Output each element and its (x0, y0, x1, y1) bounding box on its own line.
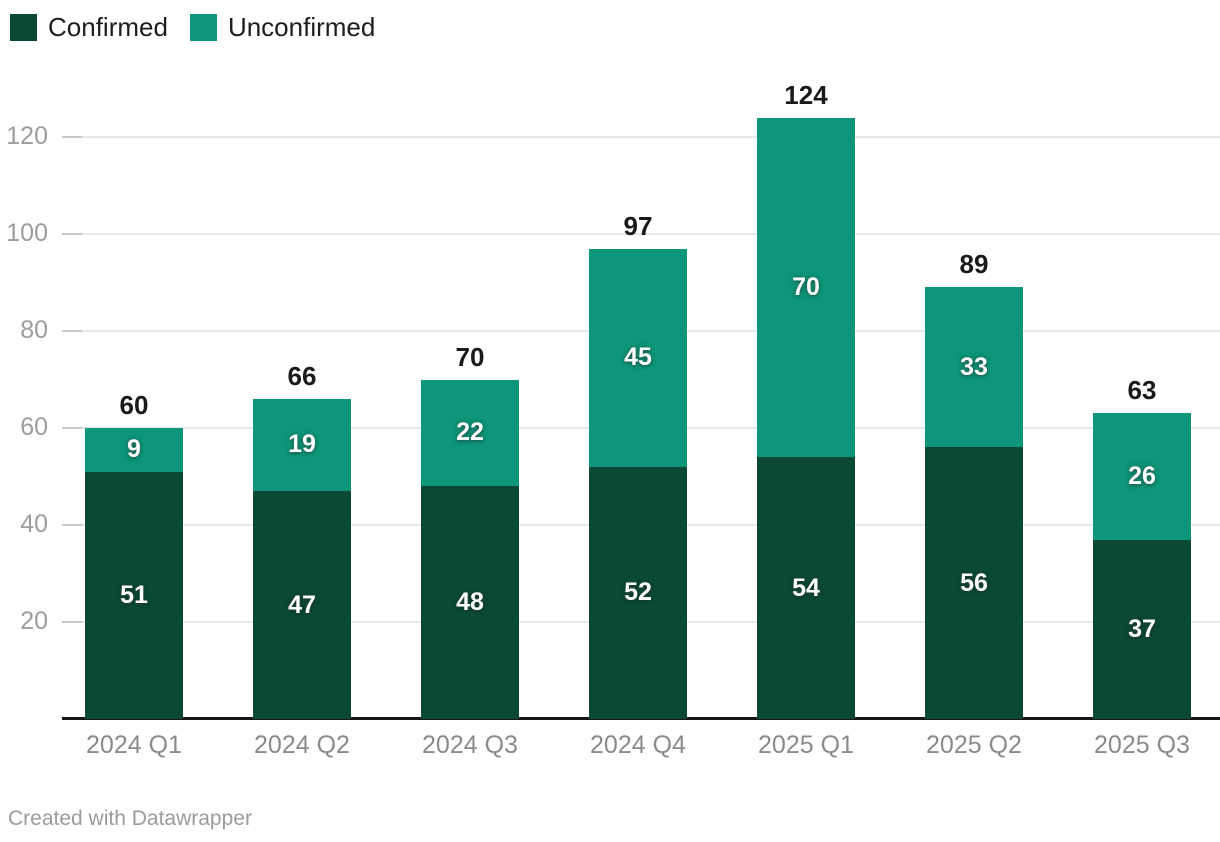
datawrapper-credit-link[interactable]: Created with Datawrapper (8, 807, 252, 830)
tickmark-80 (62, 330, 82, 332)
confirmed-value-label: 37 (1128, 614, 1156, 643)
bar-2024-Q2-unconfirmed[interactable]: 19 (253, 398, 351, 492)
confirmed-value-label: 52 (624, 578, 652, 607)
unconfirmed-value-label: 45 (624, 343, 652, 372)
x-axis-label-2024-Q1: 2024 Q1 (86, 731, 182, 759)
confirmed-value-label: 54 (792, 573, 820, 602)
legend-label-unconfirmed: Unconfirmed (227, 12, 376, 42)
total-label-2024-Q1: 60 (119, 390, 149, 420)
bar-2025-Q2-unconfirmed[interactable]: 33 (925, 287, 1023, 448)
bar-2024-Q1-unconfirmed[interactable]: 9 (85, 428, 183, 472)
total-label-2025-Q1: 124 (784, 79, 828, 110)
total-label-2025-Q2: 89 (959, 249, 989, 280)
x-axis-label-2025-Q3: 2025 Q3 (1094, 731, 1190, 759)
unconfirmed-value-label: 22 (456, 418, 484, 447)
bar-2025-Q1-confirmed[interactable]: 54 (757, 457, 855, 719)
confirmed-swatch-icon (10, 13, 37, 41)
bar-2024-Q2-confirmed[interactable]: 47 (253, 491, 351, 719)
unconfirmed-value-label: 26 (1128, 461, 1156, 490)
x-axis-label-2025-Q1: 2025 Q1 (758, 731, 854, 759)
unconfirmed-value-label: 33 (960, 352, 988, 381)
x-axis-label-2024-Q2: 2024 Q2 (254, 731, 350, 759)
bar-2024-Q4-unconfirmed[interactable]: 45 (589, 248, 687, 467)
y-tick-label-20: 20 (20, 607, 48, 635)
y-tick-label-40: 40 (20, 510, 48, 538)
total-label-2024-Q3: 70 (455, 341, 485, 372)
bar-2025-Q1-unconfirmed[interactable]: 70 (757, 117, 855, 458)
total-label-2025-Q3: 63 (1127, 375, 1157, 406)
tickmark-20 (62, 621, 82, 623)
legend: Confirmed Unconfirmed (10, 13, 375, 41)
x-axis-label-2025-Q2: 2025 Q2 (926, 731, 1022, 759)
bar-2024-Q3-unconfirmed[interactable]: 22 (421, 379, 519, 487)
tickmark-40 (62, 524, 82, 526)
y-tick-label-80: 80 (20, 316, 48, 344)
x-axis-label-2024-Q4: 2024 Q4 (590, 731, 686, 759)
bar-2025-Q2-confirmed[interactable]: 56 (925, 447, 1023, 719)
unconfirmed-value-label: 9 (127, 435, 141, 464)
bar-2024-Q3-confirmed[interactable]: 48 (421, 486, 519, 719)
unconfirmed-value-label: 70 (792, 272, 820, 301)
legend-item-confirmed: Confirmed (10, 13, 168, 41)
legend-item-unconfirmed: Unconfirmed (189, 12, 376, 42)
gridline-120 (62, 136, 1220, 138)
y-tick-label-100: 100 (6, 219, 48, 247)
tickmark-100 (62, 233, 82, 235)
bar-2025-Q3-unconfirmed[interactable]: 26 (1093, 413, 1191, 540)
bar-2024-Q1-confirmed[interactable]: 51 (85, 471, 183, 719)
total-label-2024-Q2: 66 (287, 360, 317, 391)
confirmed-value-label: 51 (120, 580, 148, 609)
x-axis-label-2024-Q3: 2024 Q3 (422, 731, 518, 759)
bar-2024-Q4-confirmed[interactable]: 52 (589, 466, 687, 719)
confirmed-value-label: 56 (960, 568, 988, 597)
y-tick-label-120: 120 (6, 122, 48, 150)
tickmark-60 (62, 427, 82, 429)
unconfirmed-value-label: 19 (288, 430, 316, 459)
unconfirmed-swatch-icon (189, 13, 217, 41)
tickmark-120 (62, 136, 82, 138)
confirmed-value-label: 47 (288, 590, 316, 619)
confirmed-value-label: 48 (456, 588, 484, 617)
y-tick-label-60: 60 (20, 413, 48, 441)
gridline-100 (62, 233, 1220, 235)
total-label-2024-Q4: 97 (623, 210, 653, 241)
legend-label-confirmed: Confirmed (48, 12, 168, 42)
bar-2025-Q3-confirmed[interactable]: 37 (1093, 539, 1191, 719)
